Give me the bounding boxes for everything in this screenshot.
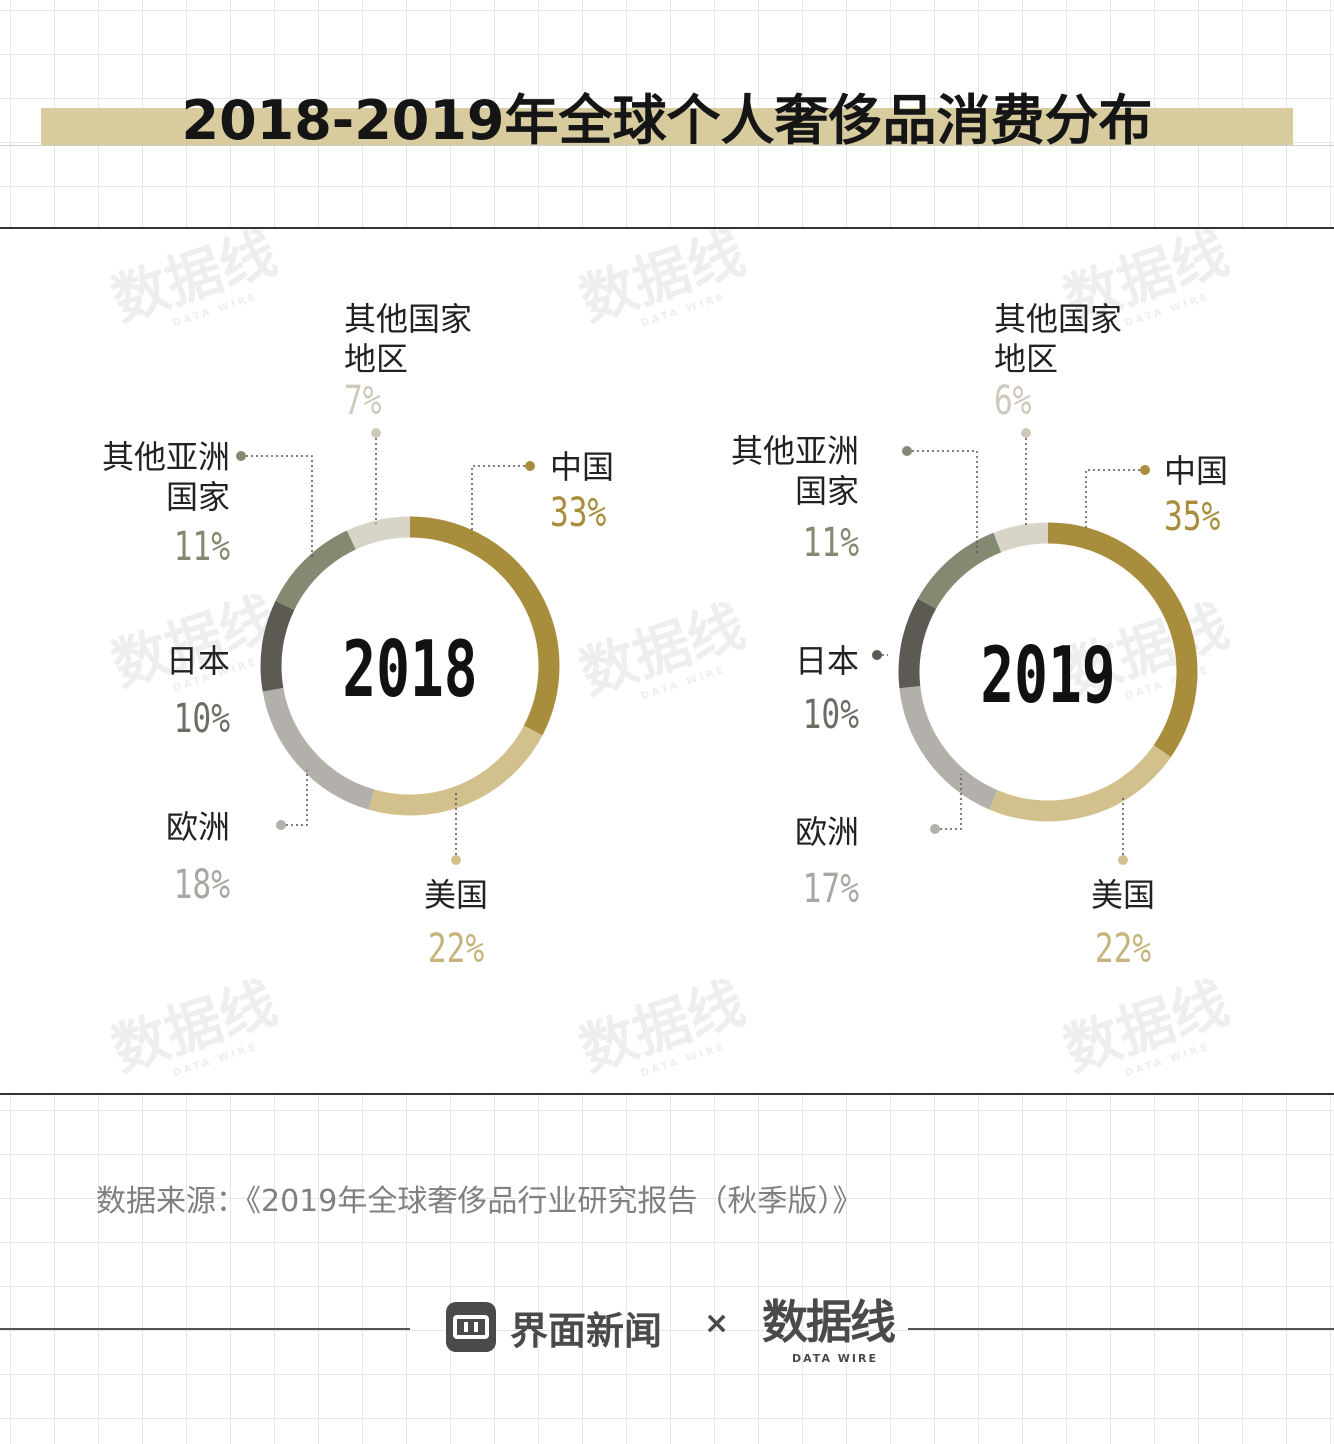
slice-label: 中国 (550, 448, 614, 486)
leader-dot (1140, 465, 1150, 475)
slice-percent: 33% (550, 490, 607, 536)
slice-percent: 11% (803, 520, 860, 566)
leader-line (935, 774, 962, 830)
center-year-label: 2019 (980, 631, 1115, 722)
donut-slice (262, 687, 375, 810)
slice-label: 其他亚洲国家 (102, 438, 230, 516)
donut-2018: 2018 中国 33% 美国 22% 欧洲 18% 日本 10% 其他亚洲国家 11% 其他国家地区7… (102, 300, 614, 972)
slice-label: 美国 (424, 876, 488, 914)
leader-line (471, 465, 530, 534)
donut-2019: 2019 中国 35% 美国 22% 欧洲 17% 日本 10% 其他亚洲国家 11% 其他国家地区6… (731, 300, 1228, 972)
leader-dot (371, 428, 381, 438)
slice-label: 欧洲 (795, 813, 859, 851)
brand1-name: 界面新闻 (510, 1309, 663, 1353)
footer-line-left (0, 1328, 410, 1330)
slice-percent: 6% (994, 378, 1032, 424)
leader-dot (263, 653, 273, 663)
leader-line (907, 450, 978, 556)
slice-label: 欧洲 (166, 808, 230, 846)
page-title: 2018-2019年全球个人奢侈品消费分布 (181, 89, 1153, 152)
title-band (41, 108, 1293, 146)
donut-slice (409, 516, 560, 736)
slice-label: 日本 (166, 642, 230, 680)
times-symbol: × (704, 1306, 730, 1341)
leader-dot (872, 650, 882, 660)
donut-slice (368, 725, 543, 816)
slice-percent: 17% (803, 866, 860, 912)
slice-label: 中国 (1164, 452, 1228, 490)
slice-label: 其他国家地区 (344, 300, 472, 378)
leader-dot (236, 451, 246, 461)
slice-label: 美国 (1091, 876, 1155, 914)
donut-slice (260, 600, 295, 692)
slice-label: 日本 (795, 642, 859, 680)
slice-label: 其他国家地区 (994, 300, 1122, 378)
donut-slice (346, 516, 411, 550)
slice-percent: 18% (174, 862, 231, 908)
chart-panel (0, 227, 1334, 1095)
leader-dot (902, 446, 912, 456)
footer-line-right (908, 1328, 1334, 1330)
donut-slice (275, 530, 357, 611)
slice-percent: 22% (1095, 926, 1152, 972)
leader-dot (1021, 428, 1031, 438)
donut-slice (899, 685, 998, 810)
leader-line (241, 455, 313, 560)
slice-percent: 10% (174, 696, 231, 742)
slice-label: 其他亚洲国家 (731, 432, 859, 510)
donut-slice (993, 522, 1049, 553)
leader-dot (525, 461, 535, 471)
leader-line (1085, 469, 1145, 530)
donut-slice (917, 532, 1002, 610)
donut-slice (898, 598, 937, 689)
slice-percent: 22% (428, 926, 485, 972)
jiemian-logo-icon (446, 1302, 496, 1352)
leader-dot (276, 820, 286, 830)
center-year-label: 2018 (342, 625, 477, 716)
slice-percent: 10% (803, 692, 860, 738)
leader-dot (451, 855, 461, 865)
brand2-sub: DATA WIRE (792, 1352, 878, 1365)
leader-line (281, 770, 308, 826)
title-rule (0, 145, 1334, 146)
slice-percent: 35% (1164, 494, 1221, 540)
donut-slice (989, 745, 1171, 822)
leader-dot (930, 824, 940, 834)
data-source: 数据来源：《2019年全球奢侈品行业研究报告（秋季版）》 (96, 1184, 863, 1219)
slice-percent: 7% (344, 378, 382, 424)
slice-percent: 11% (174, 524, 231, 570)
donut-slice (1047, 522, 1198, 758)
brand2-name: 数据线 (762, 1295, 896, 1349)
leader-dot (1118, 855, 1128, 865)
